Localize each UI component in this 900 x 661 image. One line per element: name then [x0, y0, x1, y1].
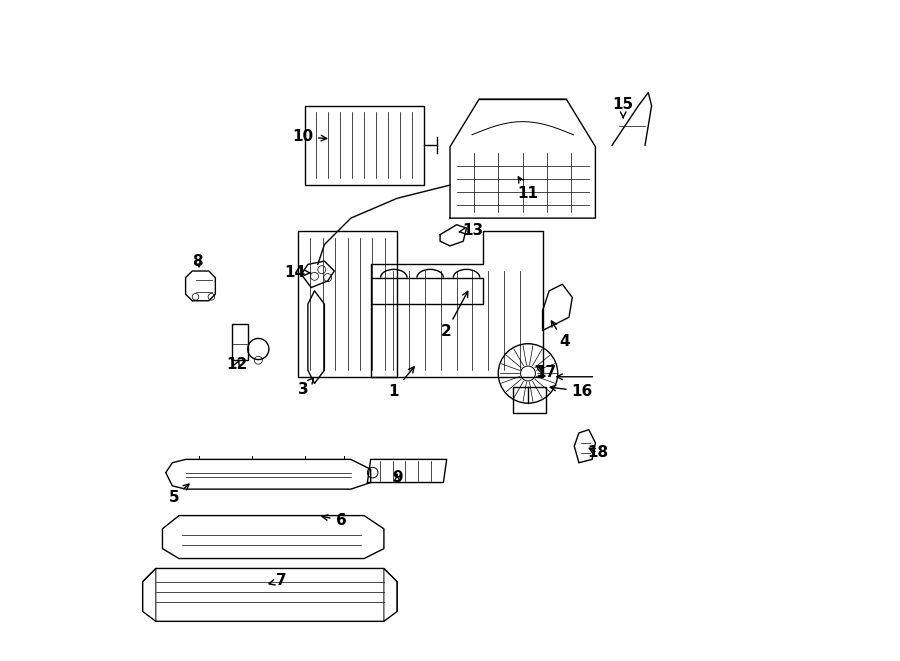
Text: 18: 18 — [587, 446, 608, 460]
Bar — [304, 106, 424, 185]
Text: 17: 17 — [536, 365, 556, 379]
Text: 8: 8 — [193, 254, 202, 268]
Text: 7: 7 — [269, 573, 287, 588]
Bar — [513, 387, 545, 413]
Text: 10: 10 — [292, 130, 327, 144]
Text: 2: 2 — [441, 292, 468, 339]
Text: 9: 9 — [392, 470, 402, 485]
Text: 5: 5 — [168, 484, 189, 505]
Text: 1: 1 — [389, 367, 414, 399]
Text: 6: 6 — [322, 513, 346, 527]
Text: 12: 12 — [227, 358, 248, 372]
Text: 14: 14 — [284, 265, 310, 280]
Text: 15: 15 — [613, 97, 634, 118]
Text: 11: 11 — [518, 177, 538, 200]
Bar — [298, 231, 397, 377]
Text: 4: 4 — [552, 321, 570, 349]
Text: 3: 3 — [298, 378, 313, 397]
Text: 13: 13 — [459, 223, 483, 237]
Text: 16: 16 — [550, 384, 593, 399]
